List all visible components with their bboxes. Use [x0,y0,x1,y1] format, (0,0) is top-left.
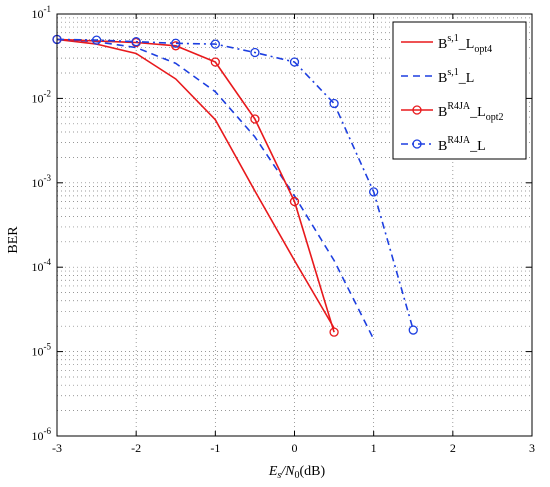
y-tick-label: 10-2 [32,88,52,105]
legend-label-3: BR4JA_Lopt2 [438,101,503,123]
series-3-point [289,196,300,207]
series-4-point [329,98,339,109]
legend: Bs,1_Lopt4 Bs,1_L BR4JA_Lopt2 BR4JA_L [392,21,527,160]
series-4-point [369,187,379,197]
series-4-line [56,38,415,331]
x-tick-label: 3 [529,441,535,455]
series-4-point [289,57,300,67]
x-tick-label: 2 [450,441,456,455]
x-label-n: /N [280,464,295,479]
y-tick-label: 10-4 [32,257,52,274]
series-3-point [329,327,339,337]
series-3-point [171,41,181,51]
series-3-point [250,114,260,124]
x-label-e: E [268,464,278,479]
y-tick-label: 10-3 [32,173,52,190]
y-tick-label: 10-1 [32,4,52,21]
axes: -3 -2 -1 0 1 2 3 10-6 10-5 10-4 10-3 10-2 10-1 [32,4,536,455]
legend-marker-3 [412,105,422,115]
series-4-point [210,39,220,49]
x-tick-label: -3 [52,441,62,455]
series-4-point [131,37,141,47]
y-tick-label: 10-6 [32,426,52,443]
legend-box [392,21,527,160]
series-3-line [56,38,335,333]
x-tick-label: -2 [131,441,141,455]
series-3-point [210,57,220,67]
legend-marker-4 [412,139,422,149]
series-4-point [171,38,181,48]
x-label-sub-0: 0 [295,470,300,481]
series-layer [52,34,418,340]
legend-label-2: Bs,1_L [438,67,474,86]
series-4-point [408,325,418,335]
series-1-line [56,38,335,329]
y-tick-label: 10-5 [32,342,52,359]
x-tick-label: -1 [210,441,220,455]
legend-label-1: Bs,1_Lopt4 [438,33,492,55]
legend-label-4: BR4JA_L [438,135,486,154]
y-axis-label: BER [6,226,21,254]
x-tick-label: 1 [371,441,377,455]
x-axis-label: Es/N0(dB) [268,464,326,481]
x-label-unit: (dB) [300,464,326,479]
x-tick-label: 0 [292,441,298,455]
series-4-point [91,35,102,45]
series-2-line [56,38,375,340]
x-label-sub-s: s [277,470,281,481]
series-4-point [250,47,260,58]
